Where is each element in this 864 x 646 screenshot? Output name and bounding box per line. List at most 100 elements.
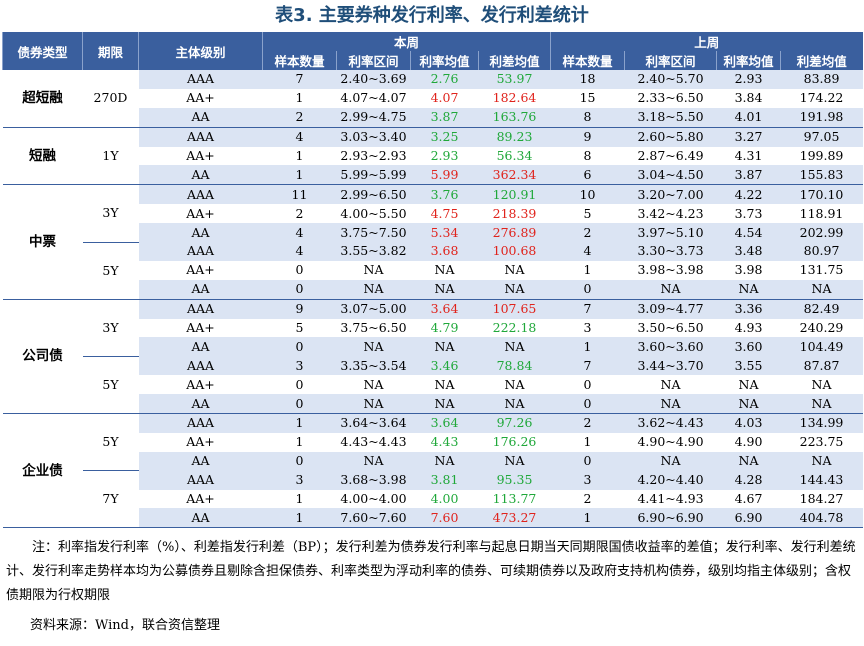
table-cell: AA xyxy=(138,508,263,529)
table-cell: 218.39 xyxy=(492,205,537,221)
table-cell: 4.75 xyxy=(430,205,459,221)
table-cell: 170.10 xyxy=(780,184,863,205)
table-cell: 4.07 xyxy=(430,90,459,106)
table-cell: NA xyxy=(780,279,863,300)
table-cell: 104.49 xyxy=(780,337,863,357)
table-cell: 2 xyxy=(295,205,304,221)
table-cell: AAA xyxy=(138,470,263,490)
table-cell: 2.60~5.80 xyxy=(624,127,717,147)
table-cell: 3.35~3.54 xyxy=(336,356,411,376)
header-sub: 利差均值 xyxy=(477,51,551,70)
table-cell: AAA xyxy=(138,356,263,376)
header-rating: 主体级别 xyxy=(138,32,263,70)
table-row: AA+ 2 4.00~5.50 4.75 218.39 5 3.42~4.23 3.73 118… xyxy=(3,204,863,223)
table-cell: 2 xyxy=(550,413,625,433)
table-cell: 4.41~4.93 xyxy=(637,491,704,507)
header-this-week: 本周 xyxy=(261,32,551,51)
header-sub: 利差均值 xyxy=(780,51,863,70)
table-cell: AA xyxy=(138,337,263,357)
table-cell: 7.60 xyxy=(410,508,479,529)
table-cell: 11 xyxy=(262,184,337,205)
table-cell: NA xyxy=(478,451,551,471)
table-cell: 4.43 xyxy=(430,434,459,450)
table-cell: 0 xyxy=(295,376,304,392)
table-cell: 473.27 xyxy=(478,508,551,529)
header-sub: 样本数量 xyxy=(550,51,625,70)
table-title: 表3. 主要券种发行利率、发行利差统计 xyxy=(275,5,589,26)
table-cell: 202.99 xyxy=(780,223,863,243)
table-cell: 2.93 xyxy=(430,148,459,163)
table-cell: NA xyxy=(434,376,455,392)
table-cell: 4 xyxy=(262,127,337,147)
table-cell: 155.83 xyxy=(780,165,863,186)
table-cell: 4.43~4.43 xyxy=(340,434,407,450)
bond-type-cell: 中票 xyxy=(2,184,83,300)
table-row: AA+ 1 2.93~2.93 2.93 56.34 8 2.87~6.49 4.31 199.… xyxy=(3,147,863,166)
table-row: 超短融 270D AAA 7 2.40~3.69 2.76 53.97 18 2.40~5.70… xyxy=(2,70,863,128)
table-cell: 1 xyxy=(550,508,625,529)
table-row: AA 2 2.99~4.75 3.87 163.76 8 3.18~5.50 4.01 191.… xyxy=(3,107,863,128)
table-cell: AA+ xyxy=(186,376,215,392)
bond-type-cell: 公司债 xyxy=(2,299,83,415)
table-cell: 3 xyxy=(262,470,337,490)
table-cell: NA xyxy=(504,376,525,392)
table-cell: 97.05 xyxy=(780,127,863,147)
table-cell: 3 xyxy=(550,470,625,490)
table-cell: AAA xyxy=(138,299,263,319)
term-cell: 1Y xyxy=(82,127,139,186)
bond-type-cell: 企业债 xyxy=(2,413,83,529)
table-cell: AA+ xyxy=(186,434,215,450)
table-row: AA 4 3.75~7.50 5.34 276.89 2 3.97~5.10 4.54 202.… xyxy=(3,223,863,243)
table-cell: 3.27 xyxy=(716,127,781,147)
table-row: 企业债 5Y AAA 1 3.64~3.64 3.64 97.26 2 3.62~4.43 4.0… xyxy=(2,413,863,529)
table-cell: 2.99~4.75 xyxy=(336,107,411,128)
table-row: AA 0 NA NA NA 1 3.60~3.60 3.60 104.49 xyxy=(3,337,863,357)
table-cell: 0 xyxy=(262,337,337,357)
table-cell: AA+ xyxy=(186,205,215,221)
table-cell: 3 xyxy=(583,320,592,336)
table-cell: 1 xyxy=(262,508,337,529)
table-row: AA 0 NA NA NA 0 NA NA NA xyxy=(3,279,863,300)
table-cell: 9 xyxy=(262,299,337,319)
table-cell: 2.33~6.50 xyxy=(637,90,704,106)
table-cell: AA xyxy=(138,451,263,471)
table-cell: 3.98 xyxy=(734,262,763,278)
header-sub: 利率均值 xyxy=(410,51,479,70)
table-cell: NA xyxy=(410,337,479,357)
table-cell: NA xyxy=(410,394,479,415)
table-cell: 174.22 xyxy=(799,90,844,106)
table-cell: 97.26 xyxy=(478,413,551,433)
table-cell: AAA xyxy=(138,242,263,261)
table-cell: 176.26 xyxy=(492,434,537,450)
table-cell: 4 xyxy=(262,242,337,261)
table-cell: 3.50~6.50 xyxy=(637,320,704,336)
table-cell: NA xyxy=(434,262,455,278)
table-cell: 56.34 xyxy=(496,148,533,163)
table-cell: 8 xyxy=(583,148,592,163)
table-cell: NA xyxy=(738,376,759,392)
table-cell: 4.00 xyxy=(430,491,459,507)
table-cell: 3.36 xyxy=(716,299,781,319)
table-cell: 4.54 xyxy=(716,223,781,243)
table-cell: 4.90~4.90 xyxy=(637,434,704,450)
table-cell: NA xyxy=(780,394,863,415)
table-cell: 0 xyxy=(583,376,592,392)
table-cell: 100.68 xyxy=(478,242,551,261)
table-cell: NA xyxy=(336,337,411,357)
table-cell: 4.20~4.40 xyxy=(624,470,717,490)
table-cell: 8 xyxy=(550,107,625,128)
bond-rate-table: 债券类型 期限 主体级别 本周 上周 样本数量 利率区间 利率均值 利差均值 样… xyxy=(2,32,863,529)
table-cell: 182.64 xyxy=(492,90,537,106)
table-cell: 2.93 xyxy=(716,70,781,89)
table-cell: NA xyxy=(624,279,717,300)
table-cell: 3.68 xyxy=(410,242,479,261)
bond-type-cell: 超短融 xyxy=(2,70,83,128)
table-cell: 120.91 xyxy=(478,184,551,205)
table-cell: 131.75 xyxy=(799,262,844,278)
table-cell: 80.97 xyxy=(780,242,863,261)
table-cell: 3.09~4.77 xyxy=(624,299,717,319)
table-cell: 89.23 xyxy=(478,127,551,147)
table-cell: 3.64 xyxy=(410,413,479,433)
table-cell: NA xyxy=(363,262,384,278)
table-cell: 1 xyxy=(295,148,304,163)
